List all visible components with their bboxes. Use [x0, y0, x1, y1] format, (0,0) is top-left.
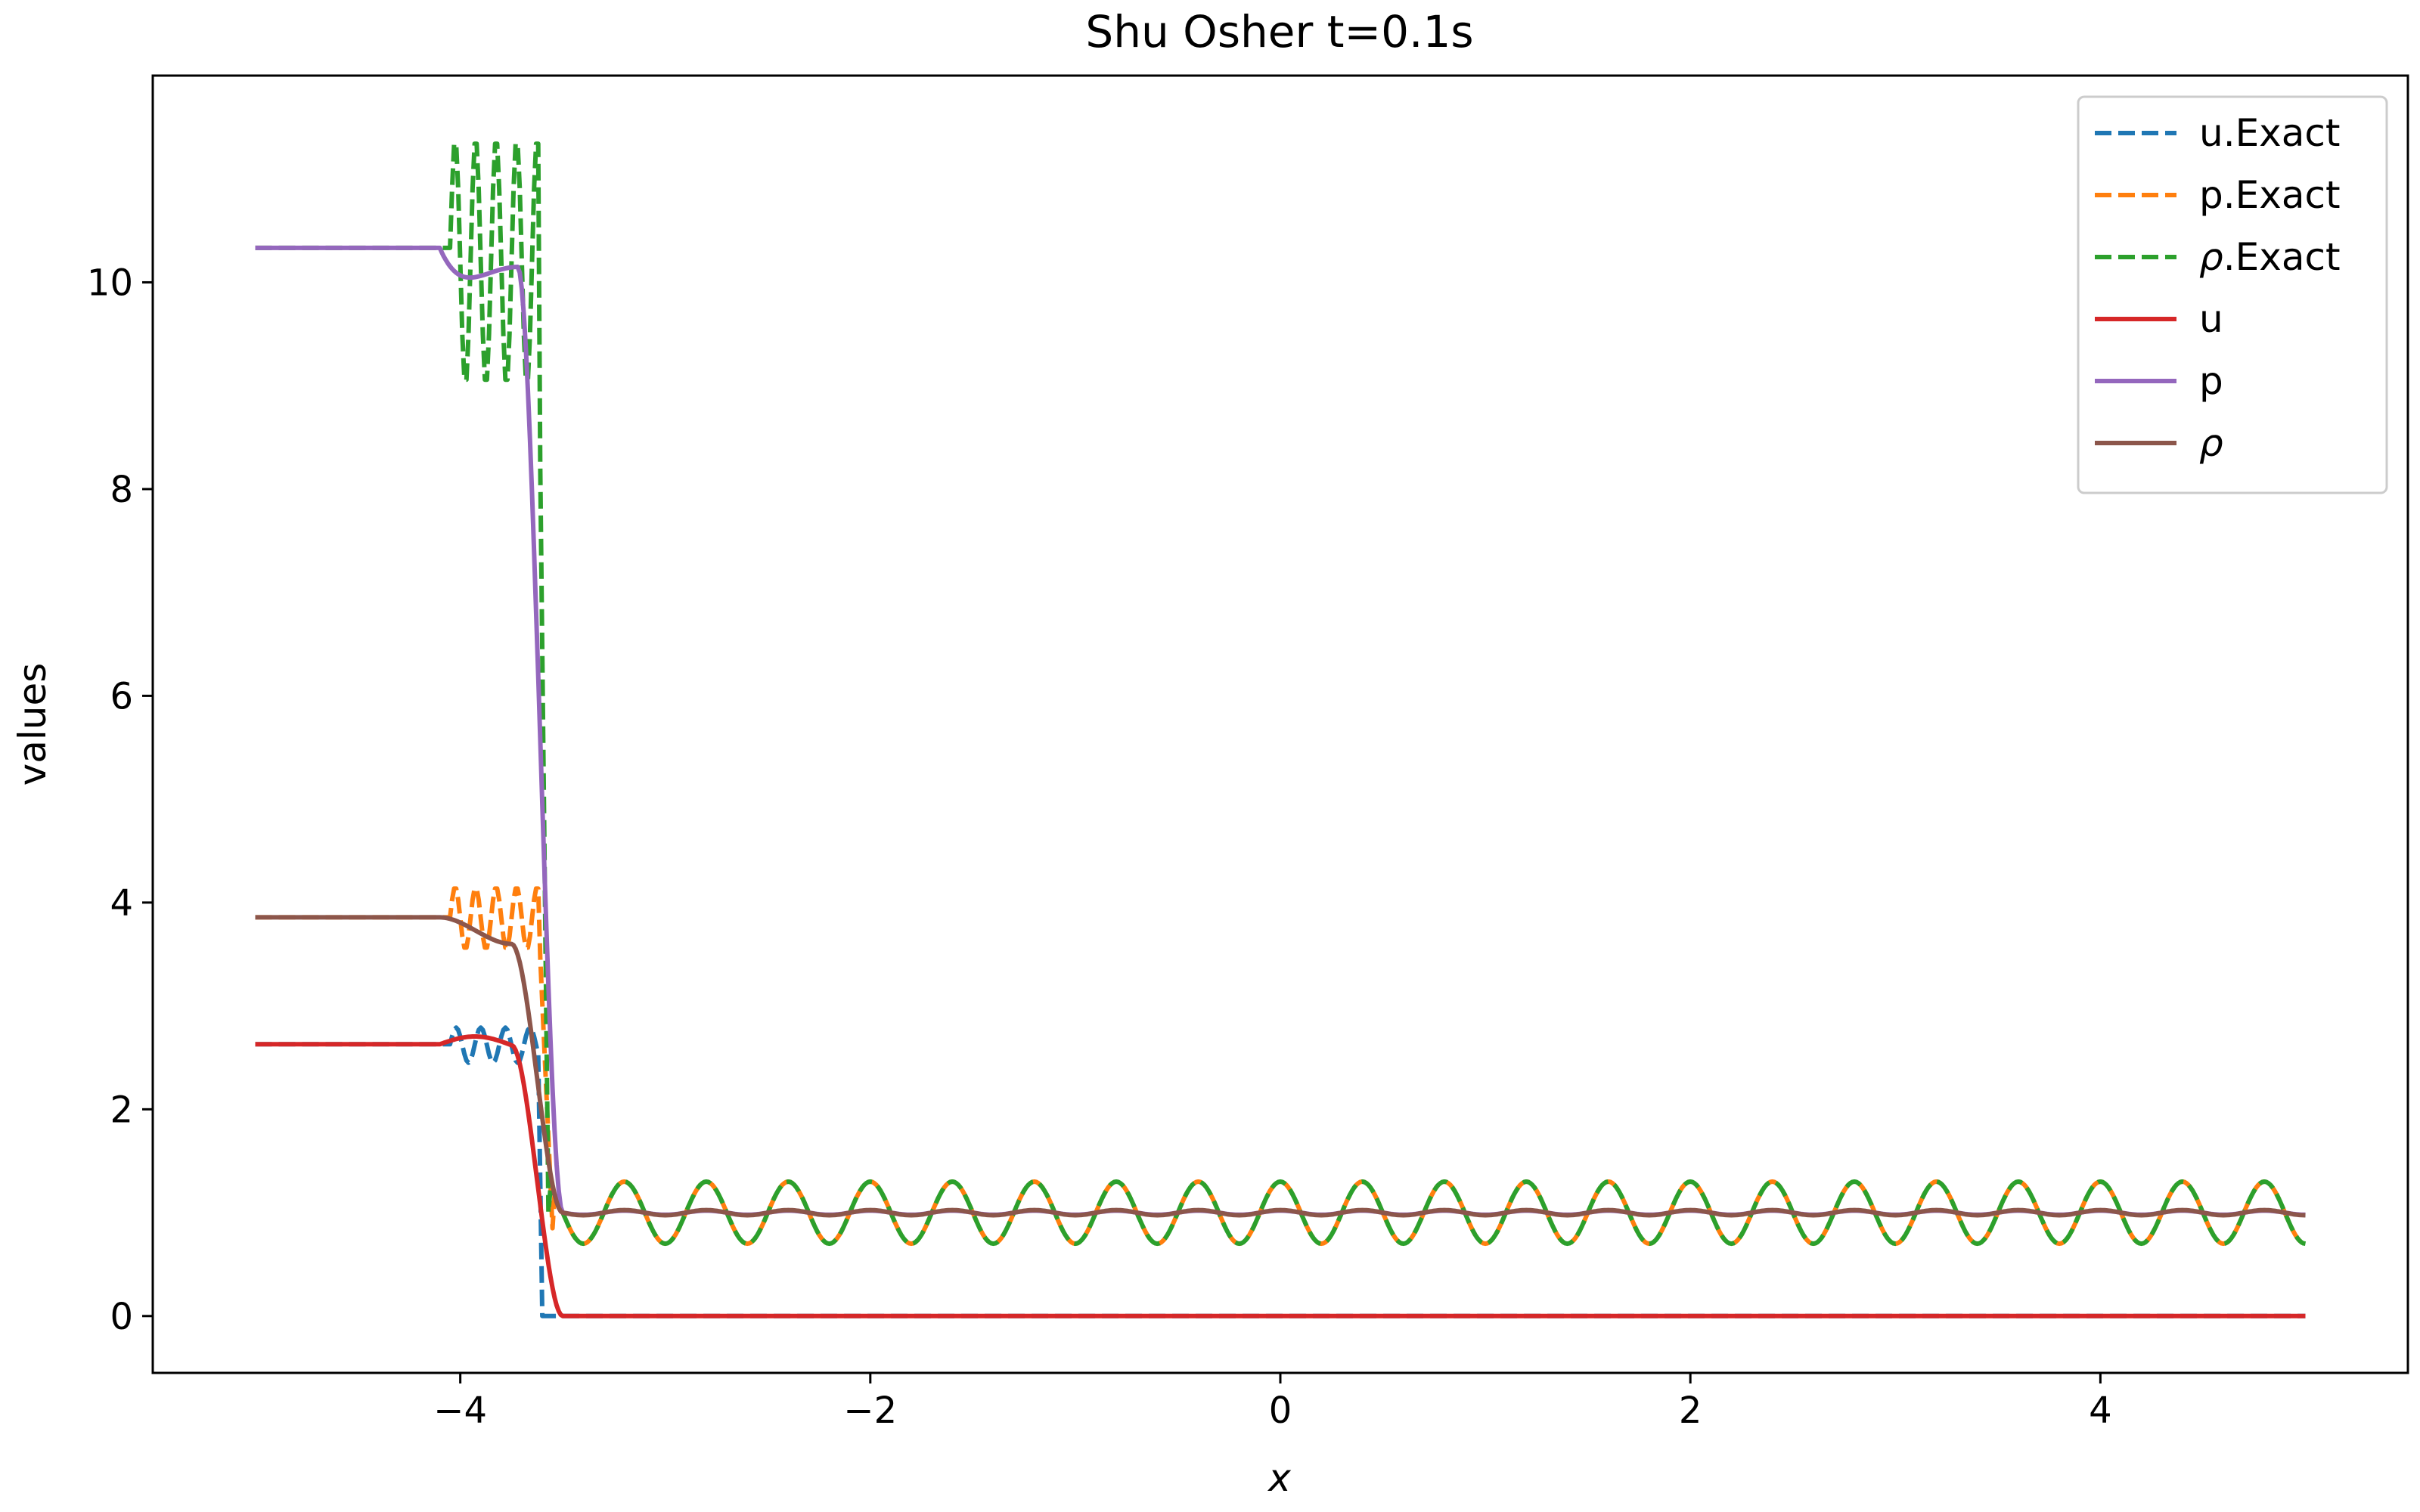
x-tick-label: −2	[843, 1390, 897, 1432]
x-axis-label: x	[1267, 1456, 1291, 1500]
legend: u.Exact p.Exact ρ.Exact upρ	[2077, 95, 2388, 494]
x-tick-label: 0	[1269, 1390, 1292, 1432]
legend-label: p.Exact	[2199, 173, 2341, 217]
x-axis: −4 −2 0 2 4	[433, 1373, 2112, 1432]
legend-box	[2077, 95, 2388, 494]
legend-label: ρ.Exact	[2199, 235, 2341, 279]
y-tick-label: 4	[110, 882, 133, 925]
series-line--exact	[255, 141, 2307, 1247]
y-tick-label: 2	[110, 1089, 133, 1131]
legend-label: p	[2199, 359, 2223, 403]
series-line-u	[255, 1034, 2306, 1318]
legend-label: u	[2199, 297, 2223, 341]
y-tick-label: 6	[110, 675, 133, 717]
x-tick-label: −4	[433, 1390, 487, 1432]
y-axis: 0 2 4 6 8 10	[87, 262, 153, 1338]
legend-label: u.Exact	[2199, 111, 2341, 155]
legend-label: ρ	[2199, 421, 2223, 465]
x-tick-label: 2	[1679, 1390, 1702, 1432]
x-tick-label: 4	[2089, 1390, 2112, 1432]
y-tick-label: 0	[110, 1296, 133, 1338]
chart-title: Shu Osher t=0.1s	[1085, 6, 1473, 57]
plot-area	[151, 74, 2409, 1374]
y-tick-label: 8	[110, 469, 133, 511]
series-layer	[255, 141, 2307, 1318]
y-tick-label: 10	[87, 262, 133, 304]
y-axis-label: values	[11, 663, 54, 786]
series-line--	[255, 915, 2306, 1218]
